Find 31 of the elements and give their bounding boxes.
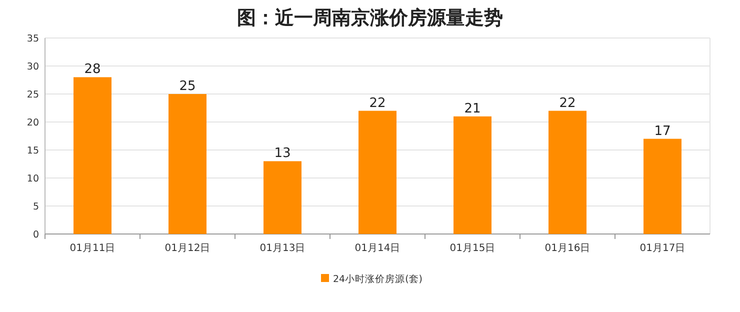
data-label: 28 — [84, 62, 101, 78]
data-label: 22 — [559, 96, 576, 111]
legend-label: 24小时涨价房源(套) — [333, 273, 423, 285]
data-label: 22 — [369, 96, 386, 111]
x-tick-label: 01月17日 — [640, 243, 686, 254]
chart-title: 图：近一周南京涨价房源量走势 — [237, 7, 503, 29]
y-tick-label: 35 — [26, 34, 39, 44]
data-label: 25 — [179, 79, 196, 94]
data-label: 17 — [654, 124, 671, 139]
bar — [74, 77, 112, 234]
y-tick-label: 20 — [26, 118, 39, 128]
bar — [644, 138, 682, 234]
data-label: 13 — [274, 146, 291, 162]
y-tick-label: 15 — [26, 146, 39, 156]
y-tick-label: 0 — [32, 230, 39, 240]
bar — [168, 94, 206, 234]
y-tick-label: 25 — [26, 90, 39, 100]
x-tick-label: 01月16日 — [544, 243, 590, 254]
x-tick-label: 01月14日 — [354, 243, 400, 254]
bar — [548, 110, 586, 234]
data-label: 21 — [464, 101, 481, 116]
x-tick-label: 01月12日 — [164, 243, 210, 254]
bar — [454, 116, 492, 234]
bar — [358, 110, 396, 234]
y-tick-label: 10 — [26, 174, 39, 184]
bar — [264, 161, 302, 234]
x-tick-label: 01月15日 — [450, 243, 496, 254]
x-tick-label: 01月11日 — [70, 243, 116, 254]
y-tick-label: 30 — [26, 62, 39, 72]
x-tick-label: 01月13日 — [260, 243, 306, 254]
y-tick-label: 5 — [32, 202, 39, 212]
